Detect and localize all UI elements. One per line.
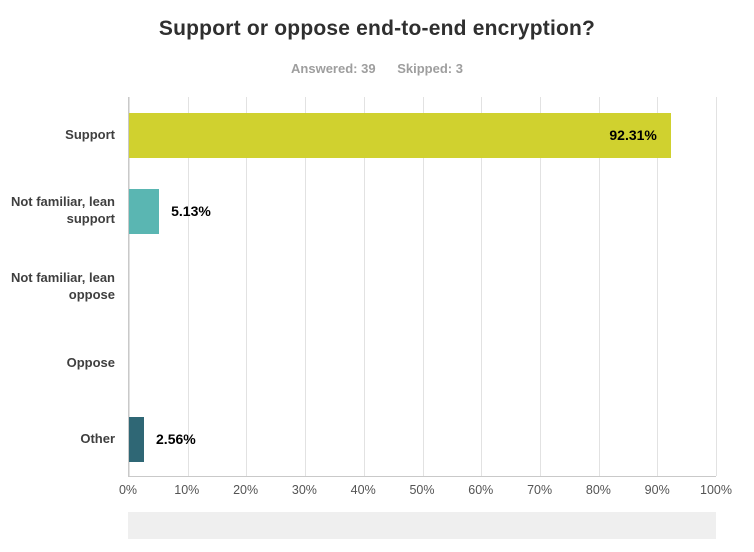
x-axis-ticks: 0% 10% 20% 30% 40% 50% 60% 70% 80% 90% 100% xyxy=(119,483,732,507)
category-label: Oppose xyxy=(66,354,115,370)
bar-value-label: 92.31% xyxy=(609,127,657,143)
gridline xyxy=(481,97,483,476)
x-tick-label: 70% xyxy=(527,483,553,497)
gridline xyxy=(246,97,248,476)
chart-subtitle: Answered: 39 Skipped: 3 xyxy=(0,61,754,76)
gridline xyxy=(187,97,189,476)
skipped-count: Skipped: 3 xyxy=(397,61,463,76)
plot-stack: 92.31% 5.13% 2.56% 0% 10% 20% 30% 40% 50% 60% 70%… xyxy=(119,97,732,539)
x-tick-label: 80% xyxy=(585,483,611,497)
x-tick-label: 30% xyxy=(291,483,317,497)
bar-row: 2.56% xyxy=(129,401,716,477)
x-tick-label: 60% xyxy=(468,483,494,497)
category-label: Not familiar, lean support xyxy=(10,194,115,226)
category-label: Support xyxy=(65,126,115,142)
category-label: Not familiar, lean oppose xyxy=(10,270,115,302)
gridline xyxy=(363,97,365,476)
bottom-band xyxy=(128,512,716,539)
category-labels: Support Not familiar, lean support Not fam… xyxy=(0,97,128,539)
bar-value-label: 2.56% xyxy=(156,431,196,447)
gridline xyxy=(716,97,717,476)
gridline xyxy=(422,97,424,476)
x-tick-label: 20% xyxy=(233,483,259,497)
chart-title: Support or oppose end-to-end encryption? xyxy=(158,17,596,40)
gridline xyxy=(129,97,130,476)
gridline xyxy=(539,97,541,476)
chart-body: Support Not familiar, lean support Not fam… xyxy=(0,97,754,539)
bars-layer: 92.31% 5.13% 2.56% xyxy=(129,97,716,476)
bar: 92.31% xyxy=(129,112,671,158)
bar-row: 5.13% xyxy=(129,173,716,249)
bar-row xyxy=(129,325,716,401)
plot-area: 92.31% 5.13% 2.56% xyxy=(128,97,717,477)
category-label: Other xyxy=(80,430,115,446)
x-tick-label: 40% xyxy=(350,483,376,497)
x-tick-label: 50% xyxy=(409,483,435,497)
bar-row xyxy=(129,249,716,325)
bar xyxy=(129,188,160,234)
x-tick-label: 10% xyxy=(174,483,200,497)
answered-count: Answered: 39 xyxy=(291,61,376,76)
gridlines-layer xyxy=(129,97,717,476)
bar-value-label: 5.13% xyxy=(171,203,211,219)
x-tick-label: 90% xyxy=(644,483,670,497)
gridline xyxy=(598,97,600,476)
gridline xyxy=(657,97,659,476)
x-tick-label: 100% xyxy=(700,483,732,497)
x-tick-label: 0% xyxy=(118,483,138,497)
bar-row: 92.31% xyxy=(129,97,716,173)
bar xyxy=(129,416,145,462)
gridline xyxy=(305,97,307,476)
